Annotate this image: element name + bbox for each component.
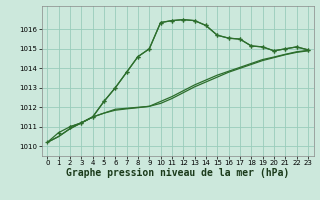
X-axis label: Graphe pression niveau de la mer (hPa): Graphe pression niveau de la mer (hPa) <box>66 168 289 178</box>
